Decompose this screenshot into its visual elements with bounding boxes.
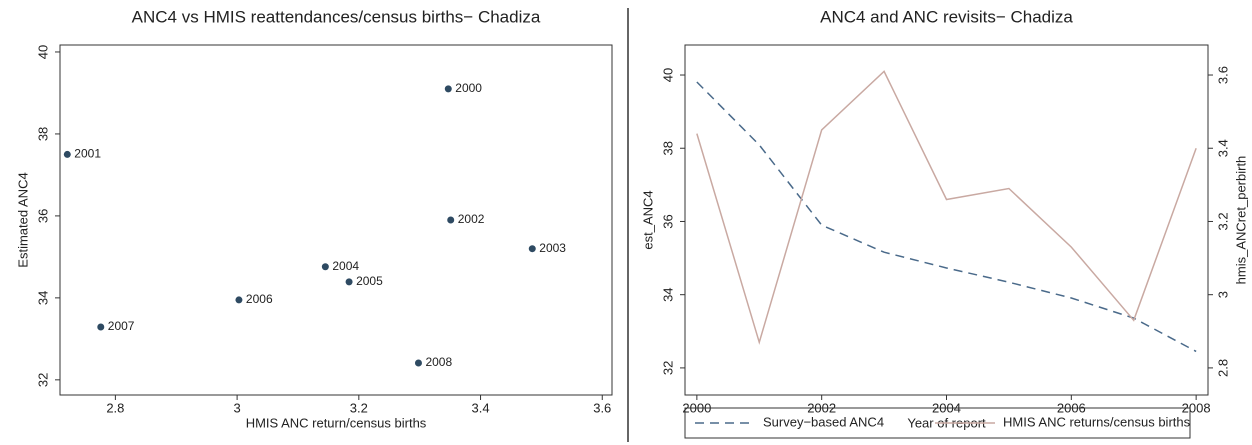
series-line <box>696 81 1197 353</box>
point <box>63 150 71 158</box>
point-label: 2005 <box>356 274 383 288</box>
x-tick-label: 3.4 <box>472 400 490 415</box>
point-label: 2004 <box>332 259 359 273</box>
y-tick-label: 32 <box>660 361 675 375</box>
x-tick-label: 2.8 <box>106 400 124 415</box>
y2-tick-label: 3.4 <box>1215 139 1230 157</box>
y2-tick-label: 3.6 <box>1215 66 1230 84</box>
y-tick-label: 38 <box>35 127 50 141</box>
chart-title: ANC4 and ANC revisits− Chadiza <box>820 7 1073 26</box>
y-tick-label: 32 <box>35 373 50 387</box>
y-axis-label: est_ANC4 <box>640 190 655 249</box>
plot-area <box>59 44 613 396</box>
point-label: 2003 <box>539 241 566 255</box>
y-tick-label: 40 <box>35 45 50 59</box>
point <box>321 263 329 271</box>
point <box>235 296 243 304</box>
point-label: 2006 <box>246 292 273 306</box>
point <box>528 245 536 253</box>
x-axis-label: HMIS ANC return/census births <box>246 415 427 430</box>
x-tick-label: 3 <box>233 400 240 415</box>
series-line <box>696 70 1197 345</box>
y-tick-label: 40 <box>660 68 675 82</box>
x-tick-label: 3.6 <box>593 400 611 415</box>
point-label: 2007 <box>108 319 135 333</box>
y2-tick-label: 3 <box>1215 291 1230 298</box>
legend-label: HMIS ANC returns/census births <box>1003 414 1191 429</box>
legend <box>684 407 1191 439</box>
x-tick-label: 2008 <box>1182 400 1211 415</box>
y2-tick-label: 2.8 <box>1215 359 1230 377</box>
y2-tick-label: 3.2 <box>1215 212 1230 230</box>
y-tick-label: 34 <box>35 291 50 305</box>
chart-title: ANC4 vs HMIS reattendances/census births… <box>132 7 541 26</box>
point-label: 2008 <box>425 355 452 369</box>
y-axis-label: Estimated ANC4 <box>15 172 30 267</box>
point-label: 2000 <box>455 81 482 95</box>
point <box>447 216 455 224</box>
y-tick-label: 36 <box>35 209 50 223</box>
point-label: 2001 <box>74 147 101 161</box>
point <box>345 278 353 286</box>
point <box>444 85 452 93</box>
x-tick-label: 3.2 <box>350 400 368 415</box>
y-tick-label: 38 <box>660 141 675 155</box>
point <box>97 323 105 331</box>
y2-axis-label: hmis_ANCret_perbirth <box>1233 156 1248 285</box>
point-label: 2002 <box>458 212 485 226</box>
y-tick-label: 34 <box>660 287 675 301</box>
point <box>414 359 422 367</box>
legend-label: Survey−based ANC4 <box>763 414 884 429</box>
y-tick-label: 36 <box>660 214 675 228</box>
plot-area <box>684 44 1209 396</box>
